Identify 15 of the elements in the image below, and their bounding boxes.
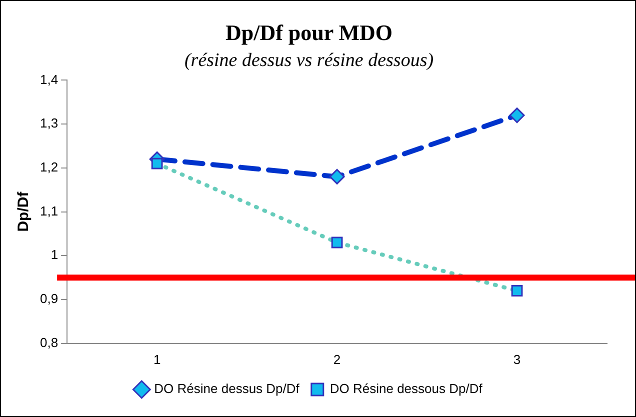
chart-subtitle: (résine dessus vs résine dessous) — [184, 50, 434, 71]
legend-label: DO Résine dessus Dp/Df — [154, 381, 300, 396]
y-tick-label: 0,8 — [40, 334, 58, 350]
chart-title: Dp/Df pour MDO — [225, 20, 393, 45]
y-tick-label: 1,2 — [40, 160, 58, 175]
y-tick-label: 1,4 — [40, 72, 58, 87]
x-tick-label: 3 — [513, 352, 521, 367]
y-tick-label: 1,3 — [40, 116, 58, 131]
y-tick-label: 1,1 — [40, 203, 58, 218]
x-tick-label: 1 — [153, 352, 161, 367]
legend-label: DO Résine dessous Dp/Df — [330, 381, 483, 396]
y-axis-title: Dp/Df — [15, 190, 32, 232]
y-tick-label: 0,9 — [40, 291, 58, 306]
x-tick-label: 2 — [333, 352, 341, 367]
y-tick-label: 1 — [50, 247, 58, 262]
